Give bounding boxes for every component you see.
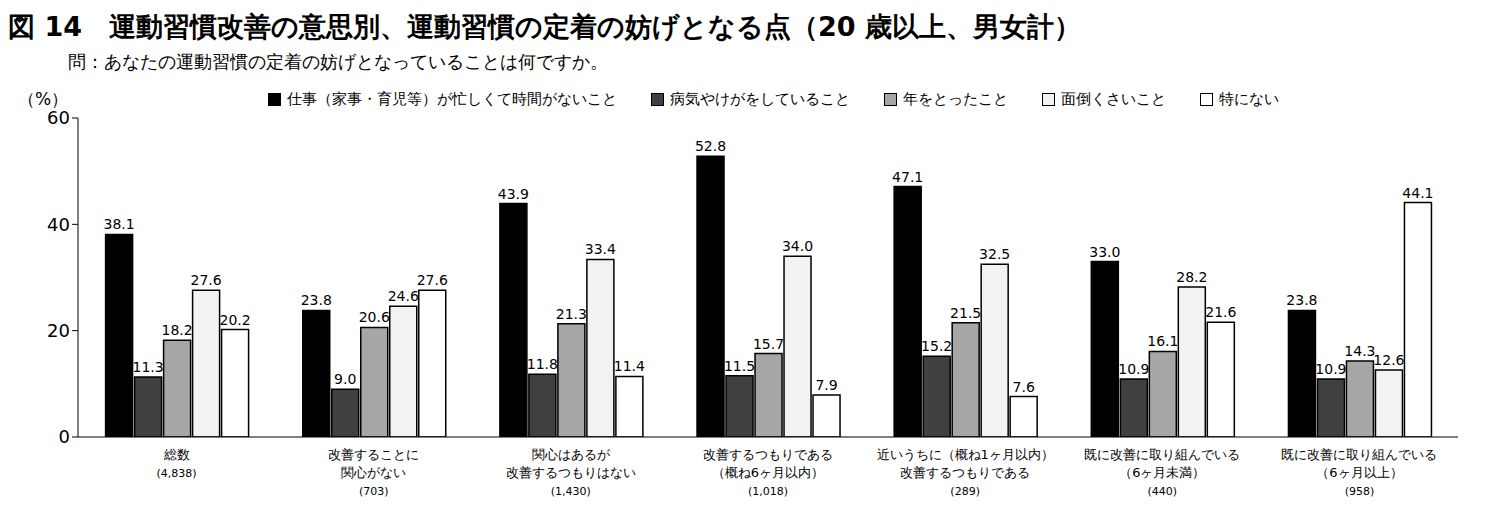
svg-text:改善することに: 改善することに <box>328 447 419 462</box>
svg-text:27.6: 27.6 <box>417 272 448 288</box>
html-text:面倒くさいこと: 面倒くさいこと <box>1060 89 1166 108</box>
svg-text:21.5: 21.5 <box>950 305 981 321</box>
svg-text:24.6: 24.6 <box>388 288 419 304</box>
html-text:問：あなたの運動習慣の定着の妨げとなっていることは何ですか。: 問：あなたの運動習慣の定着の妨げとなっていることは何ですか。 <box>68 51 608 72</box>
svg-text:改善するつもりはない: 改善するつもりはない <box>506 465 636 480</box>
svg-text:11.4: 11.4 <box>614 358 645 374</box>
svg-text:60: 60 <box>47 107 70 128</box>
svg-text:10.9: 10.9 <box>1118 361 1149 377</box>
html-text:特にない: 特にない <box>1218 89 1279 108</box>
svg-text:7.6: 7.6 <box>1013 379 1035 395</box>
svg-text:関心はあるが: 関心はあるが <box>532 447 611 462</box>
svg-text:52.8: 52.8 <box>695 138 726 154</box>
svg-text:27.6: 27.6 <box>191 272 222 288</box>
svg-text:20: 20 <box>47 320 70 341</box>
svg-text:既に改善に取り組んでいる: 既に改善に取り組んでいる <box>1084 447 1240 462</box>
svg-text:12.6: 12.6 <box>1373 352 1404 368</box>
svg-text:(4,838): (4,838) <box>157 467 197 480</box>
svg-text:(1,430): (1,430) <box>551 485 591 498</box>
svg-text:14.3: 14.3 <box>1344 343 1375 359</box>
svg-text:(703): (703) <box>359 485 389 498</box>
svg-text:10.9: 10.9 <box>1315 361 1346 377</box>
svg-text:47.1: 47.1 <box>892 169 923 185</box>
svg-text:(958): (958) <box>1345 485 1375 498</box>
svg-text:（概ね6ヶ月以内）: （概ね6ヶ月以内） <box>712 465 824 480</box>
svg-text:改善するつもりである: 改善するつもりである <box>703 447 833 462</box>
svg-text:11.5: 11.5 <box>724 358 755 374</box>
svg-text:16.1: 16.1 <box>1147 333 1178 349</box>
svg-text:40: 40 <box>47 214 70 235</box>
svg-text:23.8: 23.8 <box>1286 292 1317 308</box>
svg-text:既に改善に取り組んでいる: 既に改善に取り組んでいる <box>1281 447 1437 462</box>
svg-text:近いうちに（概ね1ヶ月以内）: 近いうちに（概ね1ヶ月以内） <box>877 447 1054 462</box>
html-text:年をとったこと: 年をとったこと <box>902 89 1008 108</box>
svg-text:（6ヶ月未満）: （6ヶ月未満） <box>1119 465 1205 480</box>
svg-text:9.0: 9.0 <box>334 371 356 387</box>
svg-text:38.1: 38.1 <box>104 216 135 232</box>
svg-text:33.4: 33.4 <box>585 241 616 257</box>
svg-text:20.2: 20.2 <box>220 312 251 328</box>
svg-text:33.0: 33.0 <box>1089 244 1120 260</box>
svg-text:改善するつもりである: 改善するつもりである <box>900 465 1030 480</box>
html-text:図 14 運動習慣改善の意思別、運動習慣の定着の妨げとなる点: 図 14 運動習慣改善の意思別、運動習慣の定着の妨げとなる点（20 歳以上、男女… <box>8 11 1081 42</box>
svg-text:（6ヶ月以上）: （6ヶ月以上） <box>1316 465 1402 480</box>
svg-text:(1,018): (1,018) <box>748 485 788 498</box>
svg-text:総数: 総数 <box>163 447 190 462</box>
svg-text:21.6: 21.6 <box>1205 304 1236 320</box>
svg-text:(289): (289) <box>950 485 980 498</box>
svg-text:32.5: 32.5 <box>979 246 1010 262</box>
svg-text:18.2: 18.2 <box>162 322 193 338</box>
svg-text:11.8: 11.8 <box>527 356 558 372</box>
svg-text:関心がない: 関心がない <box>341 465 406 480</box>
svg-text:11.3: 11.3 <box>133 359 164 375</box>
svg-text:20.6: 20.6 <box>359 309 390 325</box>
svg-text:43.9: 43.9 <box>498 186 529 202</box>
svg-text:21.3: 21.3 <box>556 306 587 322</box>
svg-text:34.0: 34.0 <box>782 238 813 254</box>
svg-text:23.8: 23.8 <box>301 292 332 308</box>
svg-text:7.9: 7.9 <box>815 377 837 393</box>
svg-text:15.7: 15.7 <box>753 336 784 352</box>
svg-text:0: 0 <box>59 426 70 447</box>
svg-text:44.1: 44.1 <box>1402 185 1433 201</box>
svg-text:15.2: 15.2 <box>921 338 952 354</box>
html-text:病気やけがをしていること: 病気やけがをしていること <box>669 89 850 108</box>
svg-text:(440): (440) <box>1147 485 1177 498</box>
svg-text:28.2: 28.2 <box>1176 269 1207 285</box>
html-text:仕事（家事・育児等）が忙しくて時間がないこと: 仕事（家事・育児等）が忙しくて時間がないこと <box>286 89 617 108</box>
